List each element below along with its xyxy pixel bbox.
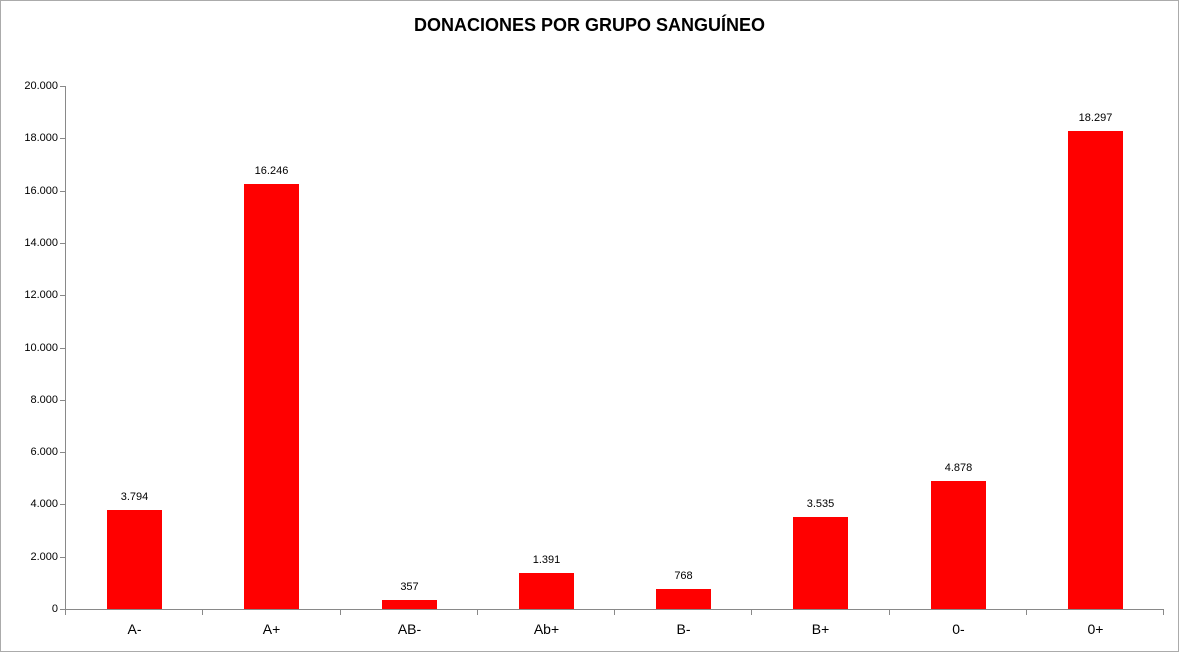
y-axis-tick-label: 6.000 xyxy=(30,446,58,458)
x-axis-tick xyxy=(1026,610,1027,615)
y-axis-tick-label: 14.000 xyxy=(24,237,58,249)
bar-B- xyxy=(656,589,711,609)
bar-value-label: 3.794 xyxy=(120,491,149,503)
y-axis-tick xyxy=(60,452,65,453)
y-axis-tick-label: 2.000 xyxy=(30,551,58,563)
x-axis-line xyxy=(65,609,1164,610)
y-axis-tick xyxy=(60,86,65,87)
y-axis-tick-label: 0 xyxy=(51,603,58,615)
x-axis-category-label: A+ xyxy=(262,621,281,637)
bar-value-label: 16.246 xyxy=(254,165,289,177)
chart-title: DONACIONES POR GRUPO SANGUÍNEO xyxy=(413,15,766,35)
y-axis-tick-label: 4.000 xyxy=(30,498,58,510)
y-axis-tick xyxy=(60,609,65,610)
bar-value-label: 768 xyxy=(674,570,693,582)
y-axis-line xyxy=(65,86,66,609)
y-axis-tick xyxy=(60,400,65,401)
x-axis-tick xyxy=(889,610,890,615)
bar-value-label: 4.878 xyxy=(944,462,973,474)
x-axis-tick xyxy=(1163,610,1164,615)
x-axis-tick xyxy=(65,610,66,615)
bar-A- xyxy=(107,510,162,609)
bar-0+ xyxy=(1068,131,1123,609)
y-axis-tick xyxy=(60,191,65,192)
y-axis-tick xyxy=(60,557,65,558)
x-axis-category-label: Ab+ xyxy=(533,621,560,637)
y-axis-tick xyxy=(60,504,65,505)
x-axis-tick xyxy=(202,610,203,615)
y-axis-tick xyxy=(60,348,65,349)
bar-AB- xyxy=(382,600,437,609)
bar-Ab+ xyxy=(519,573,574,609)
x-axis-category-label: B- xyxy=(676,621,691,637)
x-axis-category-label: 0+ xyxy=(1087,621,1104,637)
y-axis-tick-label: 10.000 xyxy=(24,342,58,354)
y-axis-tick-label: 12.000 xyxy=(24,289,58,301)
x-axis-tick xyxy=(340,610,341,615)
y-axis-tick-label: 18.000 xyxy=(24,132,58,144)
y-axis-tick xyxy=(60,138,65,139)
y-axis-tick-label: 20.000 xyxy=(24,80,58,92)
x-axis-category-label: A- xyxy=(127,621,142,637)
x-axis-tick xyxy=(751,610,752,615)
y-axis-tick xyxy=(60,295,65,296)
x-axis-tick xyxy=(477,610,478,615)
x-axis-tick xyxy=(614,610,615,615)
bar-B+ xyxy=(793,517,848,609)
y-axis-tick-label: 8.000 xyxy=(30,394,58,406)
x-axis-category-label: 0- xyxy=(952,621,965,637)
bar-value-label: 3.535 xyxy=(806,498,835,510)
bar-0- xyxy=(931,481,986,609)
bar-value-label: 1.391 xyxy=(532,554,561,566)
bar-A+ xyxy=(244,184,299,609)
bar-value-label: 357 xyxy=(400,581,419,593)
bar-value-label: 18.297 xyxy=(1078,112,1113,124)
x-axis-category-label: B+ xyxy=(811,621,830,637)
y-axis-tick xyxy=(60,243,65,244)
x-axis-category-label: AB- xyxy=(397,621,422,637)
y-axis-tick-label: 16.000 xyxy=(24,185,58,197)
